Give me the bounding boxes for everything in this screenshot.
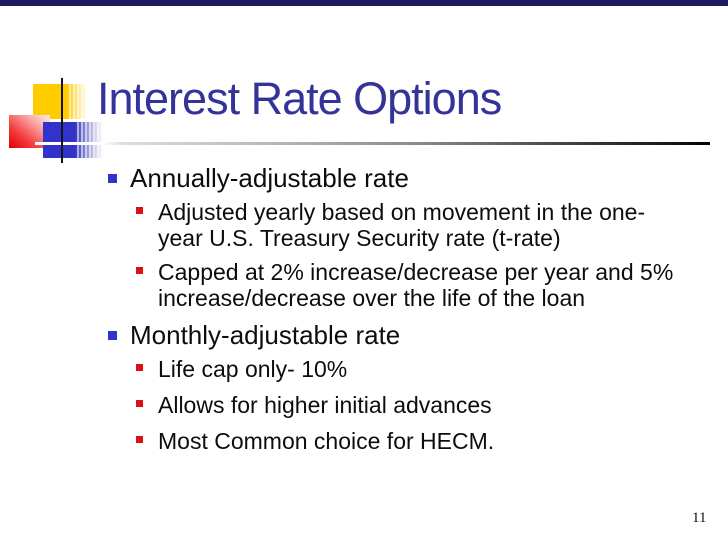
red-square-bullet-icon bbox=[136, 364, 143, 371]
bullet-text: Capped at 2% increase/decrease per year … bbox=[158, 259, 674, 311]
title-underline bbox=[35, 142, 710, 145]
blue-square-bullet-icon bbox=[108, 174, 117, 183]
bullet-item: Annually-adjustable rate bbox=[108, 162, 588, 194]
bullet-item: Capped at 2% increase/decrease per year … bbox=[136, 259, 721, 311]
decoration-vertical-line bbox=[61, 78, 63, 163]
blue-square-bullet-icon bbox=[108, 331, 117, 340]
bullet-item: Adjusted yearly based on movement in the… bbox=[136, 199, 721, 251]
bullet-item: Allows for higher initial advances bbox=[136, 392, 721, 418]
decoration-blue-fade-stripes bbox=[75, 122, 103, 158]
bullet-text: Annually-adjustable rate bbox=[130, 163, 409, 193]
red-square-bullet-icon bbox=[136, 400, 143, 407]
decoration-yellow-fade-stripes bbox=[67, 84, 88, 119]
bullet-text: Life cap only- 10% bbox=[158, 356, 348, 382]
bullet-item: Most Common choice for HECM. bbox=[136, 428, 721, 454]
red-square-bullet-icon bbox=[136, 207, 143, 214]
page-number: 11 bbox=[692, 510, 707, 526]
bullet-item: Monthly-adjustable rate bbox=[108, 319, 588, 351]
bullet-text: Adjusted yearly based on movement in the… bbox=[158, 199, 646, 251]
red-square-bullet-icon bbox=[136, 436, 143, 443]
bullet-text: Most Common choice for HECM. bbox=[158, 428, 495, 454]
decoration-blue-square bbox=[43, 122, 75, 158]
slide-title: Interest Rate Options bbox=[97, 73, 502, 124]
bullet-item: Life cap only- 10% bbox=[136, 356, 721, 382]
bullet-text: Allows for higher initial advances bbox=[158, 392, 492, 418]
top-bar-decoration bbox=[0, 0, 728, 6]
red-square-bullet-icon bbox=[136, 267, 143, 274]
bullet-text: Monthly-adjustable rate bbox=[130, 320, 401, 350]
